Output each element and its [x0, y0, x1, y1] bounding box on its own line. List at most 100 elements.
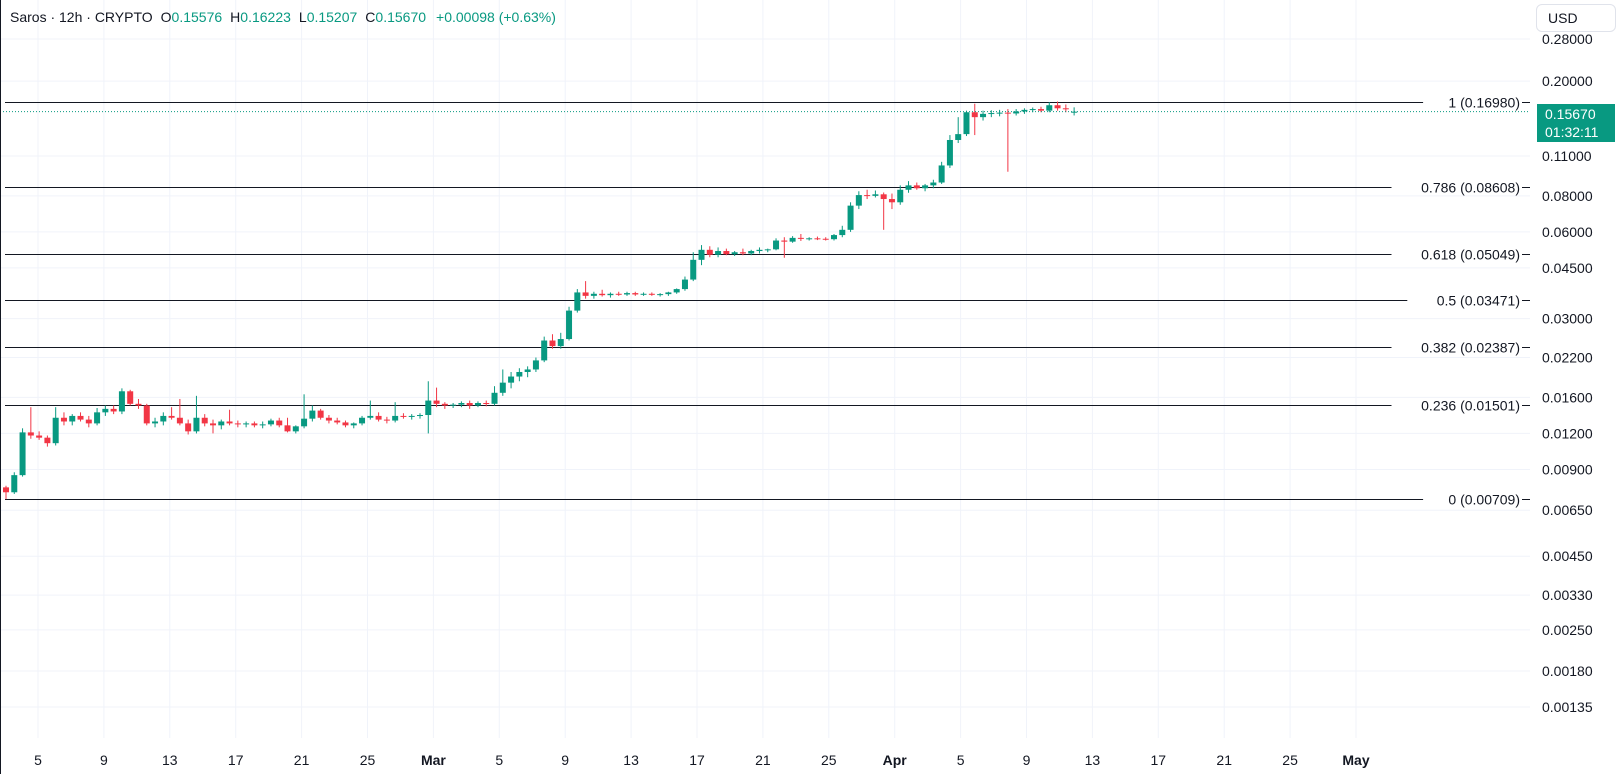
candle [880, 192, 887, 230]
candle-body [1021, 109, 1028, 112]
candle-body [1046, 105, 1053, 111]
candle [433, 387, 440, 408]
candle-body [532, 360, 539, 370]
candle [748, 249, 755, 256]
candle [102, 405, 109, 416]
candle-body [85, 419, 92, 424]
candle-body [350, 423, 357, 426]
fib-level-label: 1 (0.16980) [1448, 95, 1520, 111]
candle [251, 421, 258, 428]
candle [160, 412, 167, 426]
candle [1021, 108, 1028, 114]
candle-body [996, 112, 1003, 114]
candle-body [888, 199, 895, 203]
candle [392, 402, 399, 423]
candle-body [60, 417, 67, 422]
candle-body [872, 194, 879, 196]
candle-body [168, 415, 175, 418]
candle-body [748, 251, 755, 254]
candle [201, 414, 208, 427]
candle [301, 394, 308, 429]
candle [789, 236, 796, 243]
currency-button[interactable]: USD [1536, 4, 1616, 32]
candle [210, 419, 216, 434]
candle-body [508, 376, 515, 383]
candle-body [185, 423, 192, 432]
candle [508, 371, 515, 389]
y-tick-label: 0.00135 [1542, 699, 1593, 715]
y-tick-label: 0.00450 [1542, 548, 1593, 564]
candle [292, 425, 299, 434]
candle-body [342, 422, 349, 426]
candle [176, 398, 183, 426]
x-tick-label: Mar [421, 752, 446, 768]
candle [524, 366, 531, 378]
candle-body [367, 415, 374, 418]
candle [855, 191, 862, 210]
candle-body [102, 408, 109, 413]
candle-body [251, 423, 258, 426]
candle [723, 248, 730, 256]
candle-body [988, 113, 995, 115]
y-tick-label: 0.01600 [1542, 389, 1593, 405]
candle-body [632, 293, 639, 295]
candle-body [317, 410, 324, 418]
x-tick-label: 17 [1151, 752, 1167, 768]
candle-body [590, 293, 597, 296]
price-axis: 0.28000 0.20000 0.11000 0.08000 0.06000 0.045… [1542, 31, 1593, 715]
symbol-legend: Saros · 12h · CRYPTO O 0.15576 H 0.16223 L… [10, 9, 556, 25]
candle [118, 388, 125, 415]
candle-body [152, 421, 159, 424]
open-value: 0.15576 [171, 9, 223, 25]
y-tick-label: 0.00250 [1542, 622, 1593, 638]
y-tick-label: 0.00650 [1542, 502, 1593, 518]
candle-body [52, 417, 59, 444]
candle-body [764, 249, 771, 251]
candle [615, 291, 622, 296]
candle [897, 185, 904, 205]
candle-body [524, 369, 531, 372]
candle [342, 420, 349, 428]
candle-body [731, 252, 738, 255]
candle-body [325, 417, 332, 421]
candle-body [756, 249, 763, 252]
x-tick-label: 17 [689, 752, 705, 768]
candle-body [773, 240, 780, 250]
candle-body [599, 293, 606, 296]
candle [739, 248, 746, 256]
candle [317, 408, 324, 420]
fib-level-label: 0.5 (0.03471) [1437, 293, 1520, 309]
candle-body [855, 195, 862, 206]
candle-body [864, 195, 871, 197]
candle [657, 293, 664, 297]
fib-retracement-lines: 1 (0.16980) 0.786 (0.08608) 0.618 (0.05049… [5, 95, 1530, 508]
candle [590, 291, 597, 299]
x-tick-label: 25 [360, 752, 376, 768]
candle [284, 417, 291, 433]
candle-body [284, 425, 291, 432]
candle [3, 485, 9, 500]
candle-body [69, 415, 76, 422]
candle [938, 161, 945, 184]
candle-body [1038, 109, 1044, 111]
candle [640, 292, 647, 296]
candle-body [400, 415, 407, 417]
candle-body [94, 412, 101, 424]
y-tick-label: 0.11000 [1542, 148, 1592, 164]
candle [77, 412, 84, 422]
candle [557, 332, 564, 349]
candle-body [118, 391, 125, 412]
candle [359, 415, 366, 426]
candle [532, 357, 539, 372]
candle-body [201, 417, 208, 424]
candle [922, 183, 929, 192]
candle [417, 413, 423, 419]
x-tick-label: 13 [162, 752, 178, 768]
y-tick-label: 0.01200 [1542, 425, 1593, 441]
candle [325, 415, 332, 424]
candle-body [913, 185, 920, 189]
candle [408, 414, 415, 420]
candle-body [19, 432, 26, 476]
candle [400, 413, 407, 419]
